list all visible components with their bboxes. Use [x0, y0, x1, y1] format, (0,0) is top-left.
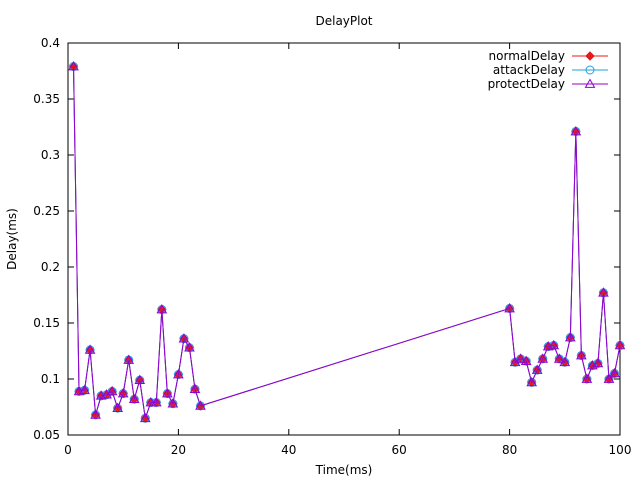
legend-label: normalDelay — [489, 49, 565, 63]
data-point — [564, 332, 576, 342]
y-tick-label: 0.4 — [41, 36, 60, 50]
x-axis-ticks: 0 20 40 60 80 100 — [64, 43, 631, 457]
data-point — [592, 357, 604, 368]
legend-label: attackDelay — [493, 63, 565, 77]
data-point — [106, 385, 118, 396]
data-point — [123, 354, 135, 364]
data-point — [575, 349, 587, 360]
legend-marker — [584, 78, 596, 88]
y-tick-label: 0.05 — [33, 428, 60, 442]
data-point — [161, 388, 173, 398]
y-axis-label: Delay(ms) — [5, 208, 19, 270]
data-point — [515, 353, 527, 363]
data-point — [553, 353, 565, 363]
data-point — [520, 355, 532, 365]
data-point — [581, 373, 593, 383]
series-line — [73, 66, 621, 419]
data-point — [603, 373, 615, 383]
data-point — [156, 304, 168, 314]
y-tick-label: 0.2 — [41, 260, 60, 274]
data-point — [598, 287, 609, 297]
legend-marker — [585, 65, 595, 75]
series-layer — [68, 61, 626, 423]
data-point — [526, 376, 538, 387]
data-point — [101, 389, 113, 399]
y-tick-label: 0.1 — [41, 372, 60, 386]
x-tick-label: 40 — [281, 443, 296, 457]
data-point — [68, 61, 79, 71]
x-tick-label: 0 — [64, 443, 72, 457]
y-tick-label: 0.15 — [33, 316, 60, 330]
x-tick-label: 80 — [502, 443, 517, 457]
x-tick-label: 60 — [392, 443, 407, 457]
data-point — [195, 400, 206, 410]
data-point — [167, 398, 179, 408]
data-point — [145, 397, 157, 407]
series-protectDelay — [68, 61, 626, 423]
legend-marker — [585, 51, 595, 61]
data-point — [139, 412, 151, 423]
data-point — [90, 409, 101, 419]
legend-label: protectDelay — [488, 77, 565, 91]
data-point — [548, 339, 560, 350]
plot-border — [67, 42, 621, 436]
data-point — [504, 302, 515, 313]
series-line — [73, 66, 621, 419]
data-point — [150, 397, 162, 407]
data-point — [134, 374, 146, 384]
series-line — [73, 66, 621, 419]
x-tick-label: 100 — [609, 443, 632, 457]
data-point — [173, 369, 184, 379]
data-point — [117, 388, 129, 398]
y-tick-label: 0.35 — [33, 92, 60, 106]
data-point — [178, 333, 190, 343]
x-tick-label: 20 — [171, 443, 186, 457]
plot-frame — [67, 42, 621, 436]
data-point — [609, 367, 620, 378]
data-point — [84, 344, 96, 354]
data-point — [531, 364, 543, 374]
data-point — [614, 339, 626, 350]
data-point — [509, 356, 521, 367]
data-point — [128, 393, 140, 404]
data-point — [184, 342, 195, 352]
x-axis-label: Time(ms) — [315, 463, 373, 477]
data-point — [559, 356, 571, 367]
y-tick-label: 0.25 — [33, 204, 60, 218]
series-attackDelay — [69, 62, 625, 423]
y-axis-ticks: 0.05 0.1 0.15 0.2 0.25 0.3 0.35 0.4 — [33, 36, 620, 442]
data-point — [189, 383, 201, 393]
data-point — [79, 384, 90, 395]
y-tick-label: 0.3 — [41, 148, 60, 162]
data-point — [537, 353, 549, 363]
data-point — [570, 125, 582, 136]
data-point — [112, 402, 124, 412]
chart-title: DelayPlot — [315, 14, 372, 28]
